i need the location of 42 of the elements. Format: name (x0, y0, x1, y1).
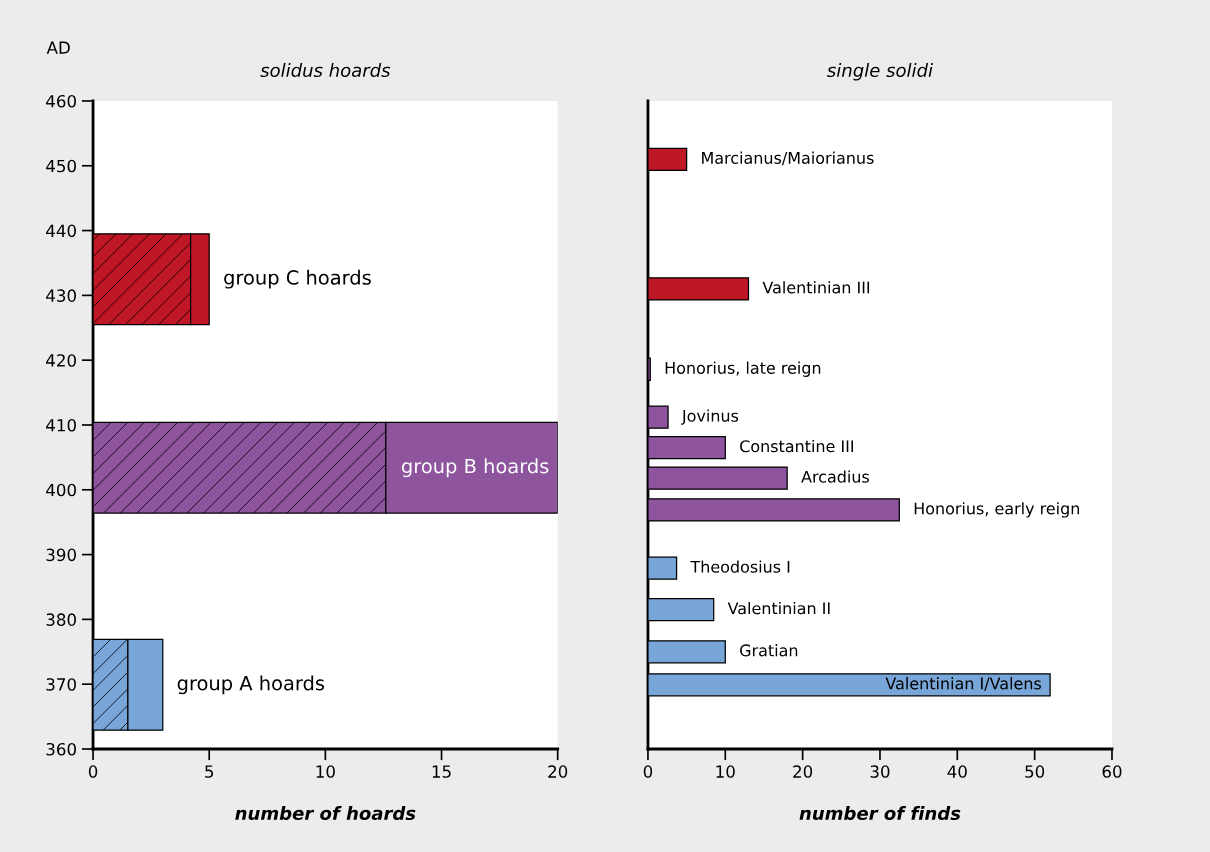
y-tick-label: 460 (46, 94, 76, 108)
x-tick-label: 30 (870, 765, 890, 778)
y-tick-label: 410 (46, 418, 76, 432)
x-tick-label: 0 (88, 765, 98, 778)
x-tick-label: 20 (548, 765, 568, 778)
x-tick-label: 40 (947, 765, 967, 778)
annotation: Jovinus (681, 409, 739, 425)
annotation: Valentinian II (727, 601, 830, 615)
annotation: Marcianus/Maiorianus (702, 151, 874, 166)
y-tick-label: 450 (46, 159, 76, 173)
x-tick-label: 60 (1102, 765, 1122, 778)
y-tick-label: 430 (46, 289, 76, 302)
annotation: Gratian (740, 644, 798, 657)
chart-title: solidus hoards (260, 63, 391, 78)
x-tick-label: 50 (1025, 765, 1045, 778)
y-tick-label: 380 (46, 613, 76, 626)
annotation: group B hoards (402, 458, 549, 478)
chart-title: single solidi (827, 63, 933, 81)
x-tick-label: 20 (793, 765, 813, 778)
annotation: group C hoards (224, 269, 371, 289)
y-tick-label: 390 (46, 548, 76, 562)
x-tick-label: 10 (316, 765, 335, 778)
y-tick-label: 370 (46, 678, 76, 691)
y-tick-label: 440 (46, 224, 76, 238)
y-tick-label: 400 (46, 483, 76, 497)
annotation: Constantine III (740, 439, 854, 453)
annotation: Theodosius I (690, 560, 790, 573)
x-tick-label: 5 (205, 765, 214, 778)
annotation: group A hoards (177, 675, 325, 695)
x-tick-label: 15 (432, 765, 451, 778)
annotation: Valentinian I/Valens (885, 677, 1042, 691)
annotation: Honorius, early reign (914, 502, 1079, 518)
annotation: Arcadius (801, 470, 869, 483)
annotation: Honorius, late reign (665, 361, 821, 377)
annotation: Valentinian III (762, 281, 870, 294)
x-axis-title: number of hoards (235, 806, 416, 821)
x-tick-label: 10 (716, 765, 735, 778)
y-tick-label: 420 (46, 354, 76, 367)
y-tick-label: 360 (46, 742, 76, 756)
x-axis-title: number of finds (799, 806, 961, 821)
x-tick-label: 0 (643, 765, 653, 778)
y-axis-title: AD (46, 41, 70, 54)
